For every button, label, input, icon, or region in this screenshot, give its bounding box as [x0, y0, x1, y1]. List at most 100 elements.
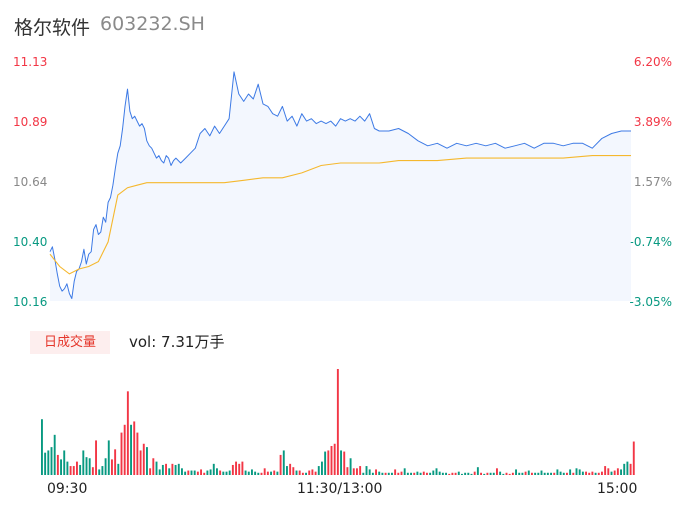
volume-bar: [486, 472, 489, 475]
volume-bar: [196, 471, 199, 475]
volume-bar: [531, 472, 533, 475]
volume-bar: [629, 463, 632, 475]
volume-bar: [130, 424, 132, 475]
volume-bar: [336, 369, 339, 475]
volume-bar: [613, 470, 616, 475]
volume-bar: [95, 440, 97, 475]
volume-bar: [422, 471, 425, 475]
volume-bar: [123, 424, 126, 475]
volume-bar: [190, 470, 193, 475]
volume-bar: [161, 464, 164, 475]
volume-bar: [441, 472, 444, 475]
volume-bar: [104, 458, 107, 475]
stock-name: 格尔软件: [14, 17, 91, 39]
volume-bar: [375, 469, 377, 475]
volume-bar: [44, 452, 47, 475]
volume-bar: [594, 472, 597, 475]
volume-bar: [228, 470, 231, 475]
volume-bar: [632, 441, 635, 475]
volume-bar: [50, 447, 53, 475]
volume-bar: [457, 471, 460, 475]
volume-bar: [171, 463, 174, 475]
volume-bar: [588, 472, 591, 475]
volume-bar: [333, 443, 336, 475]
volume-bar: [314, 471, 317, 475]
volume-bar: [473, 471, 476, 475]
volume-bar: [241, 461, 244, 475]
volume-bar: [174, 464, 177, 475]
volume-bar: [515, 469, 517, 475]
volume-bar: [432, 470, 435, 475]
volume-bar: [146, 447, 148, 475]
volume-bar: [346, 467, 349, 475]
volume-bar: [508, 473, 511, 475]
price-tick-1: 11.13: [13, 55, 48, 69]
volume-bar: [117, 463, 120, 475]
volume-bar: [60, 459, 62, 475]
volume-bar: [365, 466, 368, 475]
volume-bar: [216, 468, 218, 475]
volume-bar: [69, 466, 72, 475]
volume-bar: [607, 468, 610, 475]
volume-bar: [149, 468, 152, 475]
volume-bar: [254, 471, 257, 475]
volume-bar: [429, 472, 432, 475]
volume-bar: [282, 450, 285, 475]
percent-tick-4: -0.74%: [629, 235, 672, 249]
volume-bar: [238, 463, 241, 475]
volume-bar: [476, 467, 479, 475]
volume-bar: [534, 472, 537, 475]
volume-bar: [581, 471, 584, 475]
volume-bar: [276, 471, 279, 475]
volume-bar: [378, 471, 381, 475]
volume-bar: [572, 472, 575, 475]
volume-bar: [53, 434, 56, 475]
x-tick-midday: 11:30/13:00: [297, 481, 383, 497]
volume-bar: [63, 450, 66, 475]
volume-bar: [91, 467, 94, 475]
volume-bar: [597, 472, 600, 475]
volume-bar: [559, 471, 562, 475]
volume-bar: [553, 472, 556, 475]
volume-bar: [391, 472, 393, 475]
volume-bar: [416, 471, 419, 475]
volume-bar: [263, 468, 266, 475]
volume-bar: [85, 457, 88, 475]
volume-bar: [585, 471, 587, 475]
percent-tick-5: -3.05%: [629, 295, 672, 309]
percent-tick-2: 3.89%: [633, 115, 672, 129]
volume-bar: [212, 463, 215, 475]
volume-bar: [489, 472, 492, 475]
volume-bar: [394, 469, 397, 475]
volume-bar: [601, 471, 603, 475]
volume-bar: [511, 472, 514, 475]
volume-bar: [566, 472, 568, 475]
volume-bar: [445, 472, 447, 475]
volume-bar: [371, 472, 374, 475]
volume-bar: [286, 466, 288, 475]
volume-bar: [467, 472, 470, 475]
volume-bar: [47, 450, 50, 475]
volume-bar: [448, 473, 451, 475]
volume-bar: [279, 454, 282, 475]
volume-bar: [273, 470, 276, 475]
volume-bar: [499, 471, 502, 475]
volume-bar: [623, 463, 626, 475]
stock-code: 603232.SH: [100, 13, 205, 35]
volume-bar: [496, 468, 498, 475]
volume-bar: [343, 451, 346, 475]
volume-bar: [352, 468, 355, 475]
volume-bar: [518, 472, 521, 475]
price-tick-2: 10.89: [13, 115, 48, 129]
volume-bar: [521, 472, 524, 475]
volume-bar: [575, 468, 578, 475]
volume-bar: [406, 472, 409, 475]
volume-bar: [79, 464, 82, 475]
volume-bar: [340, 450, 342, 475]
volume-bar: [177, 463, 180, 475]
volume-bar: [260, 472, 263, 475]
volume-bar: [41, 419, 43, 475]
x-tick-close: 15:00: [597, 481, 638, 497]
volume-bar: [155, 461, 158, 475]
volume-bar: [193, 470, 196, 475]
